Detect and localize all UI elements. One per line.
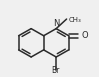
Text: CH₃: CH₃ [69, 17, 81, 23]
Text: N: N [53, 19, 59, 28]
Text: O: O [82, 31, 88, 40]
Text: Br: Br [51, 66, 59, 75]
